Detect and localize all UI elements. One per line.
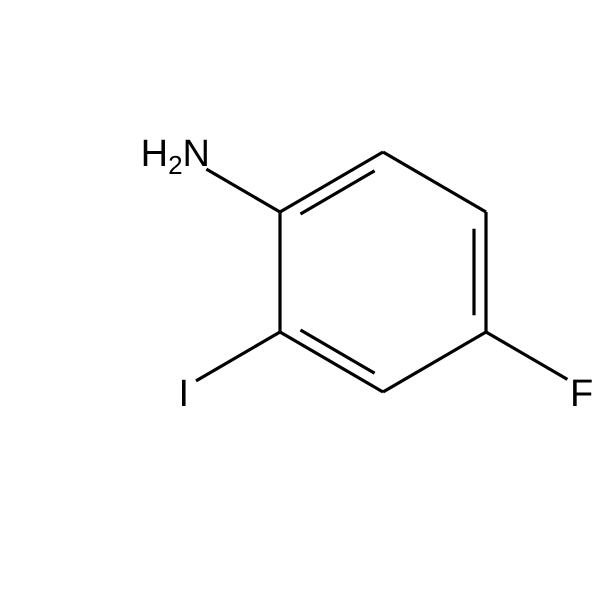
f-label: F bbox=[570, 373, 593, 415]
n-label: H2N bbox=[141, 133, 210, 180]
i-label: I bbox=[178, 373, 189, 415]
molecule-diagram: H2N I F bbox=[0, 0, 600, 600]
